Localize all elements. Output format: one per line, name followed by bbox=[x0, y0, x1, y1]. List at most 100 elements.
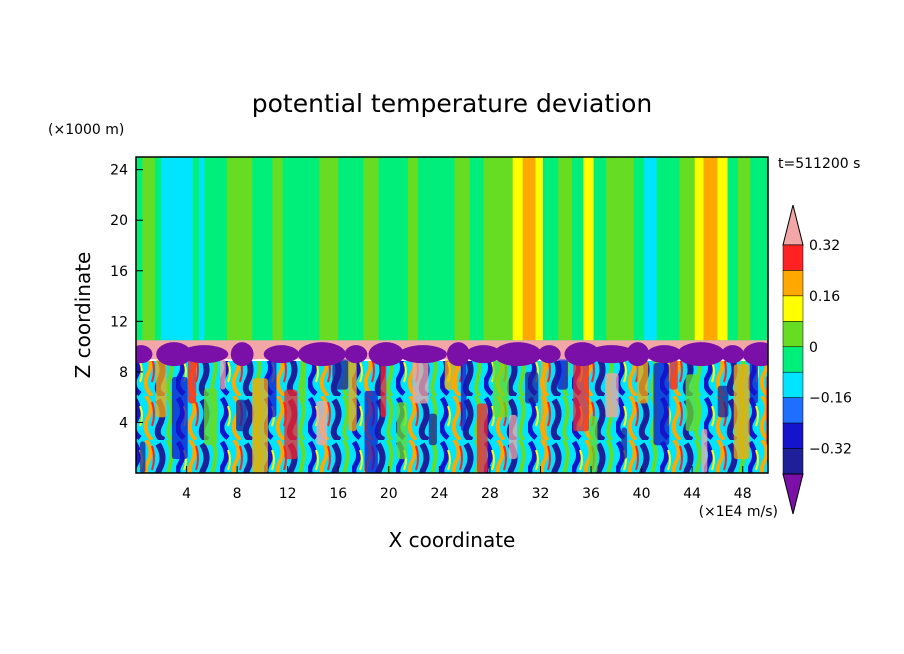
tropopause-band bbox=[136, 340, 768, 367]
y-tick-label: 4 bbox=[119, 415, 128, 431]
plot-frame bbox=[135, 156, 769, 474]
x-axis-title: X coordinate bbox=[389, 528, 516, 552]
contour-stripe bbox=[703, 157, 718, 341]
turbulence-plume bbox=[749, 359, 759, 404]
colorbar-segment bbox=[782, 422, 804, 449]
turbulence-plume bbox=[428, 413, 437, 446]
band-blob bbox=[156, 342, 192, 367]
turbulence-plume bbox=[155, 359, 167, 418]
x-tick-label: 4 bbox=[182, 486, 191, 502]
turbulence-plume bbox=[236, 399, 247, 432]
band-blob bbox=[626, 342, 650, 367]
turbulence-plume bbox=[541, 359, 547, 446]
colorbar-label: 0.16 bbox=[809, 289, 840, 305]
band-blob bbox=[180, 345, 229, 364]
turbulence-plume bbox=[268, 359, 277, 418]
turbulence-plume bbox=[380, 359, 387, 418]
colorbar-max-extension bbox=[782, 204, 804, 246]
turbulence-plume bbox=[332, 359, 349, 390]
x-axis-ticks: 4 8 12 16 20 24 28 32 36 40 44 48 bbox=[182, 466, 752, 502]
y-tick-label: 16 bbox=[110, 264, 128, 280]
contour-stripe bbox=[737, 157, 751, 341]
contour-stripe bbox=[227, 157, 253, 341]
colorbar-segment bbox=[782, 295, 804, 322]
band-blob bbox=[230, 342, 254, 367]
y-axis-ticks: 4 8 12 16 20 24 bbox=[110, 163, 143, 431]
colorbar-segment bbox=[782, 346, 804, 373]
turbulence-plume bbox=[444, 359, 459, 390]
band-blob bbox=[564, 342, 600, 367]
contour-stripe bbox=[679, 157, 695, 341]
turbulence-plume bbox=[300, 359, 307, 404]
band-blob bbox=[587, 345, 636, 364]
colorbar-label: −0.16 bbox=[809, 391, 852, 407]
contour-stripe bbox=[319, 157, 339, 341]
turbulence-plume bbox=[412, 359, 429, 404]
x-tick-label: 12 bbox=[279, 486, 297, 502]
colorbar-segment bbox=[782, 371, 804, 398]
turbulence-plume bbox=[669, 359, 678, 390]
contour-stripe bbox=[606, 157, 635, 341]
x-tick-label: 16 bbox=[329, 486, 347, 502]
band-blob bbox=[493, 342, 542, 367]
turbulence-plume bbox=[557, 359, 568, 390]
turbulent-layer-overlay bbox=[139, 359, 768, 473]
x-tick-label: 32 bbox=[532, 486, 550, 502]
turbulence-plume bbox=[396, 402, 408, 460]
turbulence-plume bbox=[717, 385, 729, 418]
contour-stripe bbox=[694, 157, 704, 341]
upper-field-stripes bbox=[142, 157, 751, 341]
x-tick-label: 8 bbox=[233, 486, 242, 502]
x-unit-label: (×1E4 m/s) bbox=[699, 504, 778, 520]
band-blob bbox=[646, 345, 683, 364]
turbulence-plume bbox=[316, 400, 328, 446]
turbulence-plume bbox=[492, 360, 509, 418]
turbulence-plume bbox=[525, 371, 539, 404]
x-tick-label: 44 bbox=[683, 486, 701, 502]
contour-stripe bbox=[363, 157, 379, 341]
contour-stripe bbox=[644, 157, 657, 341]
turbulence-plume bbox=[187, 359, 197, 404]
y-unit-label: (×1000 m) bbox=[48, 122, 124, 138]
turbulence-plume bbox=[653, 363, 670, 446]
contour-stripe bbox=[558, 157, 573, 341]
contour-stripe bbox=[142, 157, 155, 341]
x-tick-label: 28 bbox=[481, 486, 499, 502]
y-axis-title: Z coordinate bbox=[71, 252, 95, 379]
turbulence-plume bbox=[605, 373, 619, 418]
contour-stripe bbox=[535, 157, 544, 341]
band-blob bbox=[368, 342, 404, 367]
x-tick-label: 20 bbox=[380, 486, 398, 502]
turbulence-plume bbox=[284, 389, 298, 460]
turbulence-plume bbox=[139, 441, 146, 473]
contour-field bbox=[136, 157, 768, 473]
band-blob bbox=[297, 342, 346, 367]
turbulence-plume bbox=[171, 376, 188, 460]
turbulence-plume bbox=[701, 428, 708, 473]
turbulence-plume bbox=[460, 359, 467, 432]
band-blob bbox=[398, 345, 447, 364]
turbulence-plume bbox=[573, 361, 590, 432]
band-blob bbox=[446, 342, 470, 367]
colorbar-segment bbox=[782, 448, 804, 475]
turbulence-plume bbox=[637, 359, 649, 404]
band-blob bbox=[537, 345, 561, 364]
turbulence-plume bbox=[220, 359, 226, 390]
colorbar-segment bbox=[782, 244, 804, 271]
y-tick-label: 24 bbox=[110, 163, 128, 179]
turbulence-plume bbox=[476, 403, 488, 473]
colorbar-label: 0.32 bbox=[809, 238, 840, 254]
turbulence-plume bbox=[348, 359, 357, 432]
band-blob bbox=[465, 345, 502, 364]
colorbar-segment bbox=[782, 270, 804, 297]
band-blob bbox=[136, 345, 153, 364]
x-tick-label: 40 bbox=[633, 486, 651, 502]
turbulence-plume bbox=[204, 388, 218, 446]
colorbar-segment bbox=[782, 397, 804, 424]
band-blob bbox=[344, 345, 368, 364]
contour-stripe bbox=[407, 157, 418, 341]
contour-stripe bbox=[483, 157, 513, 341]
contour-stripe bbox=[161, 157, 193, 341]
contour-stripe bbox=[717, 157, 728, 341]
contour-stripe bbox=[512, 157, 523, 341]
